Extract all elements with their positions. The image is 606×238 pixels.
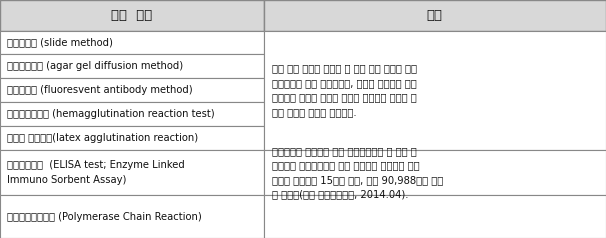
Text: 진단  방법: 진단 방법 (111, 9, 153, 22)
Text: 슬라이드법 (slide method): 슬라이드법 (slide method) (7, 38, 113, 48)
Text: 라텍스 응집반응(latex agglutination reaction): 라텍스 응집반응(latex agglutination reaction) (7, 133, 198, 143)
Bar (264, 31, 606, 150)
Bar (264, 150, 606, 195)
Bar (0, 0, 264, 31)
Text: 각종 식물 병원성 감염체 및 질병 발생 여부에 대한
혈청학적인 진단 방법이지만, 이러한 방법들은 실험
실이라는 한정적 공간의 한계와 전문적인 인: 각종 식물 병원성 감염체 및 질병 발생 여부에 대한 혈청학적인 진단 방법… (272, 64, 417, 117)
Text: 효소결합체법  (ELISA test; Enzyme Linked
Immuno Sorbent Assay): 효소결합체법 (ELISA test; Enzyme Linked Immuno… (7, 160, 185, 185)
Text: 특징: 특징 (427, 9, 443, 22)
Text: 적혈구응집반응 (hemagglutination reaction test): 적혈구응집반응 (hemagglutination reaction test) (7, 109, 215, 119)
Text: 중합효소연쇄반응 (Polymerase Chain Reaction): 중합효소연쇄반응 (Polymerase Chain Reaction) (7, 212, 202, 222)
Bar (264, 195, 606, 238)
Bar (0, 195, 264, 238)
Bar (0, 150, 264, 195)
Bar (0, 102, 264, 126)
Text: 대표적으로 사용되고 있는 진단법이지만 한 종의 바
이러스와 바이로이드를 단일 진단하는 방법으로 다중
진단을 위해서는 15시간 이상, 종당 90,: 대표적으로 사용되고 있는 진단법이지만 한 종의 바 이러스와 바이로이드를 … (272, 146, 444, 199)
Bar (0, 78, 264, 102)
Text: 한천겔확산법 (agar gel diffusion method): 한천겔확산법 (agar gel diffusion method) (7, 61, 184, 71)
Bar (264, 0, 606, 31)
Text: 형광항체법 (fluoresvent antibody method): 형광항체법 (fluoresvent antibody method) (7, 85, 193, 95)
Bar (0, 126, 264, 150)
Bar (0, 31, 264, 55)
Bar (0, 55, 264, 78)
